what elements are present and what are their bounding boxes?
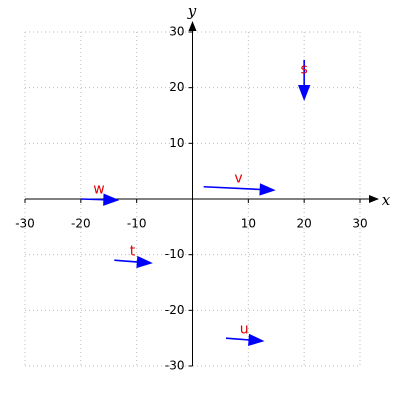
y-tick-label: 30 xyxy=(169,25,184,39)
x-tick-label: 20 xyxy=(297,217,312,231)
y-tick-label: -10 xyxy=(165,247,185,261)
x-tick-label: 10 xyxy=(241,217,256,231)
y-tick-label: -30 xyxy=(165,359,185,373)
y-tick-label: 10 xyxy=(169,136,184,150)
vector-label: t xyxy=(130,244,136,260)
x-tick-label: -10 xyxy=(127,217,147,231)
vector-label: v xyxy=(234,170,242,186)
y-tick-label: 20 xyxy=(169,80,184,94)
x-tick-label: 30 xyxy=(352,217,367,231)
x-tick-label: -30 xyxy=(15,217,35,231)
y-axis-label: y xyxy=(187,2,197,20)
vector-arrow xyxy=(225,333,265,347)
y-tick-label: -20 xyxy=(165,303,185,317)
vector-label: s xyxy=(301,61,308,77)
vector-label: w xyxy=(93,182,104,198)
x-tick-label: -20 xyxy=(71,217,91,231)
vector-arrow xyxy=(114,255,153,269)
x-axis-label: x xyxy=(382,191,391,209)
vector-arrow xyxy=(203,183,276,196)
vector-arrow xyxy=(298,59,311,102)
vector-label: u xyxy=(240,322,249,338)
vector-arrow xyxy=(80,193,120,206)
